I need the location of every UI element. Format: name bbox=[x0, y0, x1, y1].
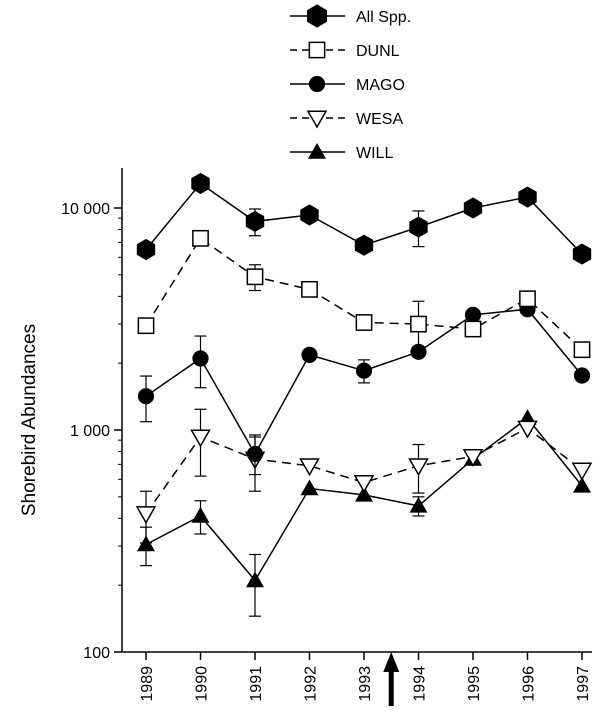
data-point bbox=[300, 204, 319, 226]
data-point bbox=[464, 306, 482, 323]
legend-label: All Spp. bbox=[356, 9, 411, 26]
data-point bbox=[136, 238, 156, 261]
axes: 100 1 000 10 000 1989 1990 1991 1992 1993 1994 19… bbox=[61, 168, 592, 706]
data-point bbox=[192, 350, 209, 367]
data-point bbox=[409, 496, 428, 513]
data-point bbox=[462, 448, 484, 467]
legend-label: WILL bbox=[356, 145, 393, 162]
data-point bbox=[410, 315, 427, 333]
data-point bbox=[137, 317, 155, 335]
data-point bbox=[192, 229, 209, 247]
data-point bbox=[137, 388, 155, 405]
data-point bbox=[354, 234, 374, 256]
annotation-arrow-head bbox=[383, 652, 400, 672]
series-wesa bbox=[135, 408, 593, 544]
data-point bbox=[517, 420, 538, 439]
legend-label: DUNL bbox=[356, 43, 400, 60]
x-tick-label: 1995 bbox=[466, 666, 483, 702]
series-will bbox=[137, 409, 591, 617]
series-all-spp bbox=[136, 172, 592, 265]
data-point bbox=[518, 186, 537, 208]
data-point bbox=[353, 475, 375, 494]
data-point bbox=[246, 571, 264, 588]
series-line bbox=[145, 427, 583, 515]
data-point bbox=[245, 210, 265, 232]
data-point bbox=[571, 462, 593, 481]
data-point bbox=[464, 320, 482, 338]
x-tick-label: 1991 bbox=[248, 666, 265, 702]
data-point bbox=[573, 476, 591, 493]
legend-entry: WILL bbox=[290, 143, 393, 162]
y-axis-title: Shorebird Abundances bbox=[19, 324, 40, 516]
legend-marker bbox=[308, 75, 326, 93]
legend-entry: MAGO bbox=[290, 75, 405, 94]
data-point bbox=[191, 172, 210, 194]
y-tick-label: 10 000 bbox=[61, 201, 110, 218]
data-point bbox=[572, 243, 592, 265]
x-tick-label: 1990 bbox=[194, 666, 211, 702]
data-point bbox=[573, 367, 591, 384]
data-point bbox=[301, 280, 318, 298]
data-point bbox=[355, 485, 373, 502]
y-tick-label: 1 000 bbox=[70, 423, 110, 440]
data-point bbox=[301, 346, 318, 363]
legend-entry: WESA bbox=[290, 110, 403, 129]
data-point bbox=[409, 216, 428, 238]
x-tick-label: 1992 bbox=[303, 666, 320, 702]
x-tick-label: 1989 bbox=[139, 666, 156, 702]
data-point bbox=[135, 506, 157, 525]
data-point bbox=[463, 197, 483, 219]
legend-marker bbox=[308, 143, 326, 159]
data-point bbox=[519, 290, 536, 308]
y-tick-label: 100 bbox=[83, 645, 110, 662]
legend-entry: All Spp. bbox=[290, 4, 411, 28]
series-mago bbox=[137, 301, 591, 476]
data-point bbox=[408, 458, 429, 477]
series-group bbox=[135, 172, 593, 617]
legend-marker bbox=[307, 4, 327, 28]
legend-label: MAGO bbox=[356, 77, 405, 94]
legend-label: WESA bbox=[356, 111, 403, 128]
data-point bbox=[246, 268, 264, 286]
x-tick-label: 1994 bbox=[412, 666, 429, 702]
legend: All Spp. DUNL MAGO WESA WILL bbox=[290, 4, 411, 162]
x-tick-label: 1997 bbox=[575, 666, 592, 702]
x-tick-label: 1996 bbox=[521, 666, 538, 702]
data-point bbox=[191, 506, 210, 523]
data-point bbox=[246, 445, 264, 463]
data-point bbox=[355, 314, 373, 331]
data-point bbox=[355, 362, 373, 379]
data-point bbox=[300, 479, 319, 496]
data-point bbox=[299, 458, 320, 477]
legend-marker bbox=[308, 41, 326, 59]
legend-marker bbox=[306, 110, 328, 129]
x-tick-label: 1993 bbox=[357, 666, 374, 702]
legend-entry: DUNL bbox=[290, 41, 400, 60]
data-point bbox=[573, 341, 591, 359]
data-point bbox=[190, 429, 211, 448]
series-dunl bbox=[137, 229, 591, 359]
